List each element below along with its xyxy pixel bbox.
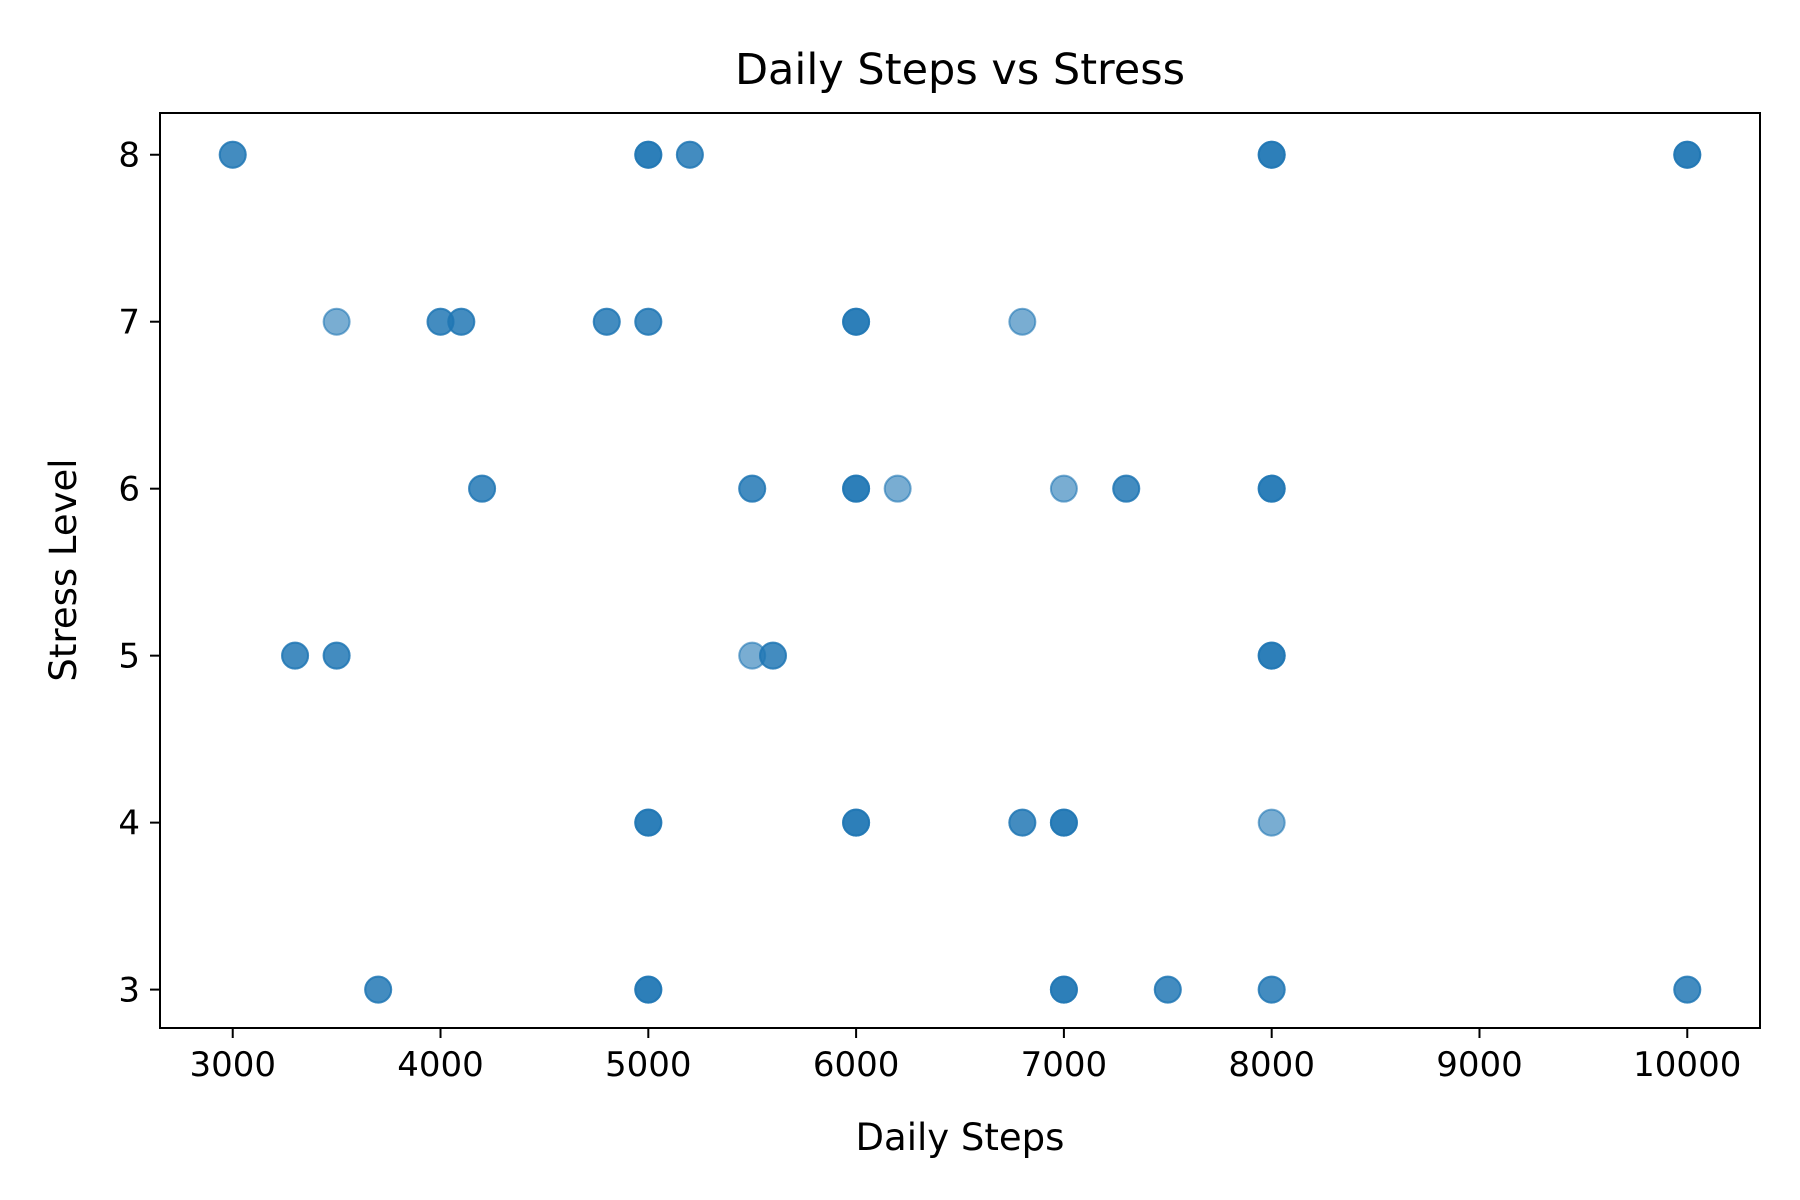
scatter-point bbox=[842, 307, 871, 336]
scatter-point bbox=[1112, 474, 1141, 503]
scatter-point bbox=[634, 140, 663, 169]
scatter-point bbox=[1153, 975, 1182, 1004]
scatter-point bbox=[1257, 975, 1286, 1004]
y-axis-ticks: 3 4 5 6 7 8 bbox=[118, 136, 160, 1011]
y-tick-label: 5 bbox=[118, 637, 140, 677]
scatter-point bbox=[468, 474, 497, 503]
scatter-point bbox=[1049, 808, 1078, 837]
scatter-point bbox=[842, 474, 871, 503]
scatter-point bbox=[1257, 641, 1286, 670]
x-tick-label: 3000 bbox=[189, 1045, 276, 1085]
x-tick-label: 9000 bbox=[1436, 1045, 1523, 1085]
scatter-points bbox=[218, 140, 1702, 1004]
scatter-point bbox=[1008, 808, 1037, 837]
x-tick-label: 7000 bbox=[1021, 1045, 1108, 1085]
x-tick-label: 5000 bbox=[605, 1045, 692, 1085]
y-tick-label: 7 bbox=[118, 303, 140, 343]
scatter-point bbox=[281, 641, 310, 670]
scatter-point bbox=[1257, 808, 1286, 837]
scatter-point bbox=[634, 808, 663, 837]
scatter-point bbox=[634, 307, 663, 336]
x-tick-label: 4000 bbox=[397, 1045, 484, 1085]
y-tick-label: 6 bbox=[118, 470, 140, 510]
y-tick-label: 4 bbox=[118, 804, 140, 844]
scatter-point bbox=[447, 307, 476, 336]
scatter-point bbox=[218, 140, 247, 169]
x-tick-label: 10000 bbox=[1633, 1045, 1741, 1085]
scatter-point bbox=[758, 641, 787, 670]
scatter-point bbox=[364, 975, 393, 1004]
scatter-point bbox=[322, 641, 351, 670]
y-axis-label: Stress Level bbox=[42, 458, 85, 681]
scatter-point bbox=[1673, 975, 1702, 1004]
y-tick-label: 3 bbox=[118, 971, 140, 1011]
x-axis-ticks: 3000 4000 5000 6000 7000 8000 9000 10000 bbox=[189, 1028, 1741, 1085]
x-tick-label: 8000 bbox=[1228, 1045, 1315, 1085]
chart-title: Daily Steps vs Stress bbox=[735, 45, 1185, 95]
plot-frame bbox=[159, 112, 1761, 1029]
scatter-point bbox=[738, 474, 767, 503]
scatter-point bbox=[842, 808, 871, 837]
scatter-point bbox=[1673, 140, 1702, 169]
x-tick-label: 6000 bbox=[813, 1045, 900, 1085]
y-tick-label: 8 bbox=[118, 136, 140, 176]
scatter-point bbox=[322, 307, 351, 336]
scatter-point bbox=[1049, 975, 1078, 1004]
scatter-point bbox=[1049, 474, 1078, 503]
scatter-point bbox=[634, 975, 663, 1004]
scatter-point bbox=[883, 474, 912, 503]
scatter-point bbox=[1257, 474, 1286, 503]
scatter-point bbox=[675, 140, 704, 169]
scatter-point bbox=[592, 307, 621, 336]
scatter-point bbox=[1257, 140, 1286, 169]
scatter-point bbox=[1008, 307, 1037, 336]
x-axis-label: Daily Steps bbox=[856, 1116, 1065, 1159]
